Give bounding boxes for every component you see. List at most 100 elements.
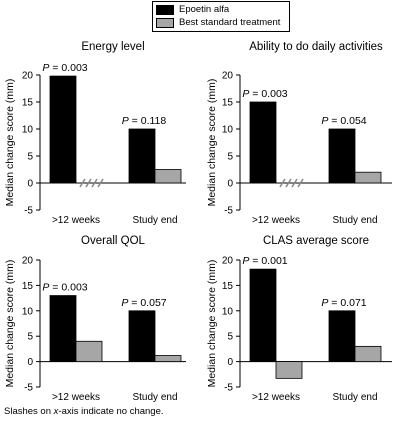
p-value-number: = 0.054	[328, 115, 366, 127]
chart-title: CLAS average score	[263, 235, 369, 247]
y-tick-label: 20	[222, 256, 234, 267]
p-value-label: P = 0.003	[242, 88, 287, 100]
no-change-slash	[291, 178, 298, 188]
bar-epoetin	[328, 128, 356, 184]
y-tick-label: 0	[227, 357, 233, 368]
p-value-label: P = 0.118	[122, 115, 167, 127]
y-tick-label: 0	[27, 179, 33, 190]
p-value-symbol: P	[242, 88, 249, 100]
bar-standard	[354, 171, 382, 184]
y-tick-label: 10	[222, 306, 234, 317]
bar-epoetin	[249, 101, 277, 184]
no-change-slash	[297, 178, 304, 188]
y-tick-label: 0	[227, 179, 233, 190]
p-value-symbol: P	[42, 282, 49, 294]
y-tick-label: 10	[222, 125, 234, 136]
chart-panel-4: CLAS average score Median change score (m…	[206, 235, 392, 403]
y-tick-label: 20	[22, 256, 34, 267]
bar-standard	[154, 169, 182, 184]
p-value-label: P = 0.003	[42, 62, 87, 74]
no-change-slash	[85, 178, 92, 188]
y-axis-label: Median change score (mm)	[206, 79, 218, 207]
x-category-label: Study end	[332, 215, 377, 226]
y-tick-label: 15	[22, 281, 34, 292]
footnote: Slashes on x-axis indicate no change.	[4, 406, 164, 417]
y-tick-label: 10	[22, 306, 34, 317]
x-category-label: Study end	[132, 215, 177, 226]
p-value-number: = 0.003	[49, 62, 87, 74]
legend-label-standard: Best standard treatment	[179, 17, 281, 28]
p-value-label: P = 0.071	[321, 297, 366, 309]
bar-epoetin	[328, 310, 356, 362]
chart-panel-1: Energy level Median change score (mm) -5 0 5…	[4, 41, 186, 226]
p-value-label: P = 0.054	[321, 115, 366, 127]
no-change-slash	[79, 178, 86, 188]
chart-panel-3: Overall QOL Median change score (mm) -5 0 5 1…	[4, 235, 186, 403]
bar-standard	[75, 340, 103, 362]
x-category-label: Study end	[332, 392, 377, 403]
x-category-label: Study end	[132, 392, 177, 403]
y-tick-label: -5	[224, 383, 233, 394]
chart-title: Overall QOL	[81, 235, 146, 247]
p-value-number: = 0.057	[128, 297, 166, 309]
p-value-symbol: P	[122, 115, 129, 127]
footnote-part-1: Slashes on	[4, 406, 54, 417]
bar-epoetin	[249, 268, 277, 363]
p-value-number: = 0.071	[328, 297, 366, 309]
no-change-slash	[97, 178, 104, 188]
y-tick-label: 5	[27, 152, 33, 163]
p-value-number: = 0.001	[249, 255, 287, 267]
y-tick-label: 5	[227, 332, 233, 343]
y-tick-label: 15	[222, 98, 234, 109]
legend-swatch-epoetin	[156, 4, 174, 15]
y-axis-label: Median change score (mm)	[4, 260, 16, 388]
x-category-label: >12 weeks	[52, 392, 100, 403]
p-value-symbol: P	[242, 255, 249, 267]
bar-standard	[154, 355, 182, 362]
x-category-label: >12 weeks	[252, 215, 300, 226]
y-tick-label: -5	[24, 206, 33, 217]
p-value-number: = 0.003	[249, 88, 287, 100]
bar-epoetin	[128, 310, 156, 362]
p-value-number: = 0.118	[129, 115, 167, 127]
p-value-label: P = 0.001	[242, 255, 287, 267]
chart-legend: Epoetin alfa Best standard treatment	[152, 1, 290, 32]
legend-swatch-standard	[156, 17, 174, 28]
y-tick-label: 15	[222, 281, 234, 292]
bar-standard	[275, 361, 303, 379]
legend-label-epoetin: Epoetin alfa	[179, 4, 230, 15]
legend-item-standard: Best standard treatment	[156, 16, 286, 29]
p-value-label: P = 0.057	[121, 297, 166, 309]
no-change-slash	[91, 178, 98, 188]
p-value-symbol: P	[121, 297, 128, 309]
chart-title: Ability to do daily activities	[249, 41, 383, 53]
no-change-slash	[285, 178, 292, 188]
x-category-label: >12 weeks	[252, 392, 300, 403]
y-tick-label: 10	[22, 125, 34, 136]
legend-item-epoetin: Epoetin alfa	[156, 3, 286, 16]
bar-epoetin	[128, 128, 156, 184]
p-value-label: P = 0.003	[42, 282, 87, 294]
p-value-symbol: P	[321, 115, 328, 127]
y-tick-label: 20	[22, 71, 34, 82]
y-tick-label: 5	[227, 152, 233, 163]
x-category-label: >12 weeks	[52, 215, 100, 226]
y-axis-label: Median change score (mm)	[4, 79, 16, 207]
bar-standard	[354, 345, 382, 362]
y-tick-label: 0	[27, 357, 33, 368]
p-value-symbol: P	[321, 297, 328, 309]
chart-panel-2: Ability to do daily activities Median cha…	[206, 41, 392, 226]
y-tick-label: 20	[222, 71, 234, 82]
y-tick-label: -5	[24, 383, 33, 394]
y-tick-label: 5	[27, 332, 33, 343]
y-tick-label: 15	[22, 98, 34, 109]
y-tick-label: -5	[224, 206, 233, 217]
bar-epoetin	[49, 75, 77, 184]
bar-epoetin	[49, 295, 77, 362]
p-value-symbol: P	[42, 62, 49, 74]
footnote-axis-letter: x	[53, 406, 59, 417]
y-axis-label: Median change score (mm)	[206, 260, 218, 388]
p-value-number: = 0.003	[49, 282, 87, 294]
no-change-slash	[279, 178, 286, 188]
